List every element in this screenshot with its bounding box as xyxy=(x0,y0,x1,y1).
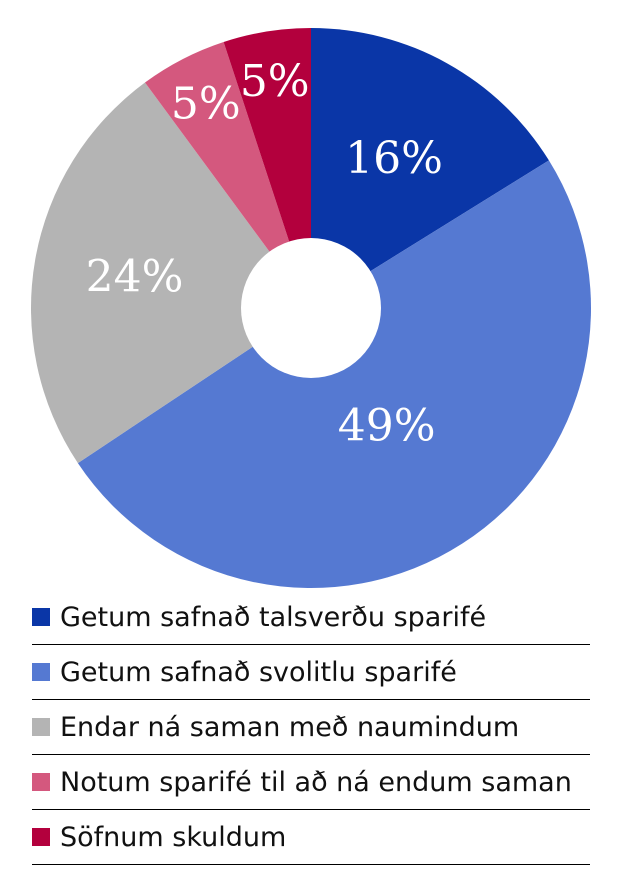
legend-item: Notum sparifé til að ná endum saman xyxy=(32,755,590,810)
pie-slice xyxy=(311,28,549,308)
legend-item: Getum safnað talsverðu sparifé xyxy=(32,590,590,645)
legend-swatch xyxy=(32,608,50,626)
slice-label: 5% xyxy=(240,56,310,107)
pie-chart: 16% 49% 24% 5% 5% xyxy=(30,28,592,589)
legend-item: Söfnum skuldum xyxy=(32,810,590,865)
legend-item: Getum safnað svolitlu sparifé xyxy=(32,645,590,700)
legend-label: Getum safnað talsverðu sparifé xyxy=(60,601,487,633)
pie-slice xyxy=(223,28,311,308)
legend-label: Söfnum skuldum xyxy=(60,821,287,853)
legend-swatch xyxy=(32,828,50,846)
slice-label: 16% xyxy=(345,133,443,184)
legend-label: Endar ná saman með naumindum xyxy=(60,711,520,743)
pie-chart-svg: 16% 49% 24% 5% 5% xyxy=(30,28,592,589)
legend: Getum safnað talsverðu sparifé Getum saf… xyxy=(32,590,590,865)
pie-slice xyxy=(77,160,592,589)
legend-label: Notum sparifé til að ná endum saman xyxy=(60,766,572,798)
legend-swatch xyxy=(32,773,50,791)
legend-item: Endar ná saman með naumindum xyxy=(32,700,590,755)
legend-swatch xyxy=(32,718,50,736)
pie-slice xyxy=(30,82,312,464)
slice-label: 5% xyxy=(171,78,241,129)
slice-label: 49% xyxy=(338,400,436,451)
pie-slice xyxy=(144,41,311,308)
donut-hole xyxy=(241,238,381,378)
legend-label: Getum safnað svolitlu sparifé xyxy=(60,656,457,688)
legend-swatch xyxy=(32,663,50,681)
slice-label: 24% xyxy=(86,251,184,302)
